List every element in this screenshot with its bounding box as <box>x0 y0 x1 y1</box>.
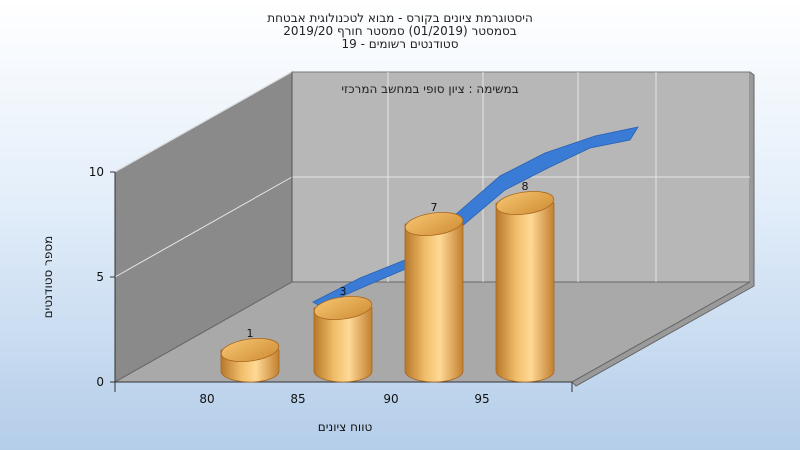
bar-top-85 <box>313 295 373 321</box>
bar-95 <box>495 202 555 383</box>
chart-title-line-2: בסמסטר (01/2019) סמסטר חורף 2019/20 <box>283 24 516 38</box>
bar-90 <box>404 223 464 383</box>
chart-title-line-1: היסטוגרמת ציונים בקורס - מבוא לטכנולוגית… <box>267 11 533 25</box>
x-tick-label: 80 <box>199 392 214 406</box>
box-right-edge <box>571 71 755 387</box>
x-tick-label: 85 <box>290 392 305 406</box>
bar-top-95 <box>495 190 555 216</box>
chart-title-line-3: סטודנטים רשומים - 19 <box>341 37 458 51</box>
data-label-80: 1 <box>247 327 254 340</box>
chart-subtitle: במשימה : ציון סופי במחשב המרכזי <box>341 82 518 96</box>
data-label-95: 8 <box>522 180 529 193</box>
bars-group: 1 3 7 8 <box>220 180 555 383</box>
bar-top-90 <box>404 211 464 237</box>
x-tick-label: 95 <box>474 392 489 406</box>
y-tick-label: 5 <box>96 270 104 284</box>
y-tick-label: 0 <box>96 375 104 389</box>
data-label-90: 7 <box>431 201 438 214</box>
bar-85 <box>313 307 373 383</box>
y-axis-title: מספר סטודנטים <box>41 236 55 319</box>
x-axis-title: טווח ציונים <box>318 420 373 434</box>
bar-top-80 <box>220 337 280 363</box>
x-tick-label: 90 <box>383 392 398 406</box>
y-tick-label: 10 <box>89 165 104 179</box>
data-label-85: 3 <box>340 285 347 298</box>
